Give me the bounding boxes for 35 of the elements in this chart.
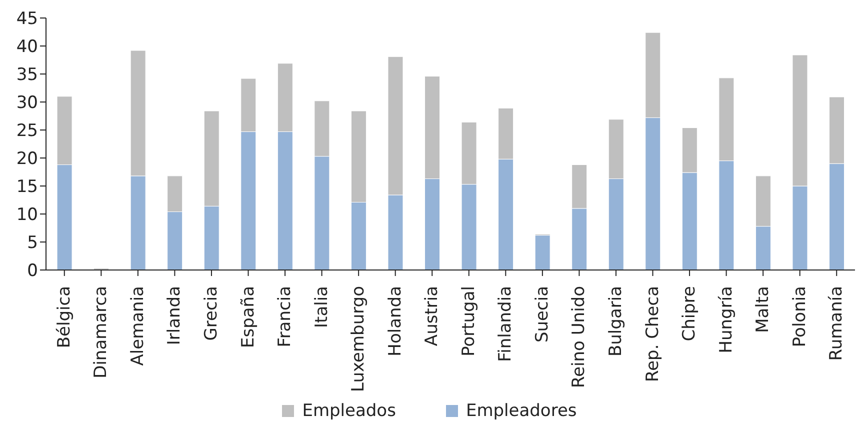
x-tick-label: España <box>238 286 258 348</box>
x-tick-label: Grecia <box>201 286 222 341</box>
x-tick-label: Alemania <box>128 286 148 366</box>
y-tick-label: 0 <box>27 261 38 282</box>
y-tick-label: 20 <box>16 149 38 170</box>
y-tick-label: 40 <box>16 37 38 58</box>
y-tick-label: 25 <box>16 121 38 142</box>
x-tick-label: Malta <box>753 286 774 333</box>
legend-label: Empleadores <box>466 401 577 421</box>
y-tick-label: 45 <box>16 9 38 30</box>
x-tick-label: Dinamarca <box>91 286 112 378</box>
x-tick-label: Chipre <box>680 286 700 342</box>
x-tick-label: Luxemburgo <box>348 286 369 392</box>
y-tick-label: 30 <box>16 93 38 114</box>
y-tick-label: 35 <box>16 65 38 86</box>
x-tick-label: Suecia <box>532 286 552 343</box>
x-tick-label: Polonia <box>790 286 810 348</box>
x-tick-label: Bulgaria <box>606 286 626 356</box>
x-tick-label: Hungría <box>716 286 736 354</box>
x-tick-label: Finlandia <box>496 286 516 362</box>
x-tick-label: Irlanda <box>164 286 185 346</box>
x-tick-label: Austria <box>422 286 442 346</box>
x-tick-label: Rumanía <box>826 286 847 361</box>
bar <box>534 235 550 270</box>
y-tick-label: 15 <box>16 177 38 198</box>
x-tick-label: Italia <box>312 286 332 328</box>
y-tick-label: 10 <box>16 205 38 226</box>
y-tick-label: 5 <box>27 233 38 254</box>
x-tick-label: Portugal <box>458 286 479 356</box>
x-tick-label: Bélgica <box>54 286 74 348</box>
x-tick-label: Rep. Checa <box>642 286 663 382</box>
x-tick-label: Holanda <box>385 286 406 356</box>
x-tick-label: Reino Unido <box>569 286 590 388</box>
x-tick-label: Francia <box>275 286 296 348</box>
legend-label: Empleados <box>302 401 396 421</box>
